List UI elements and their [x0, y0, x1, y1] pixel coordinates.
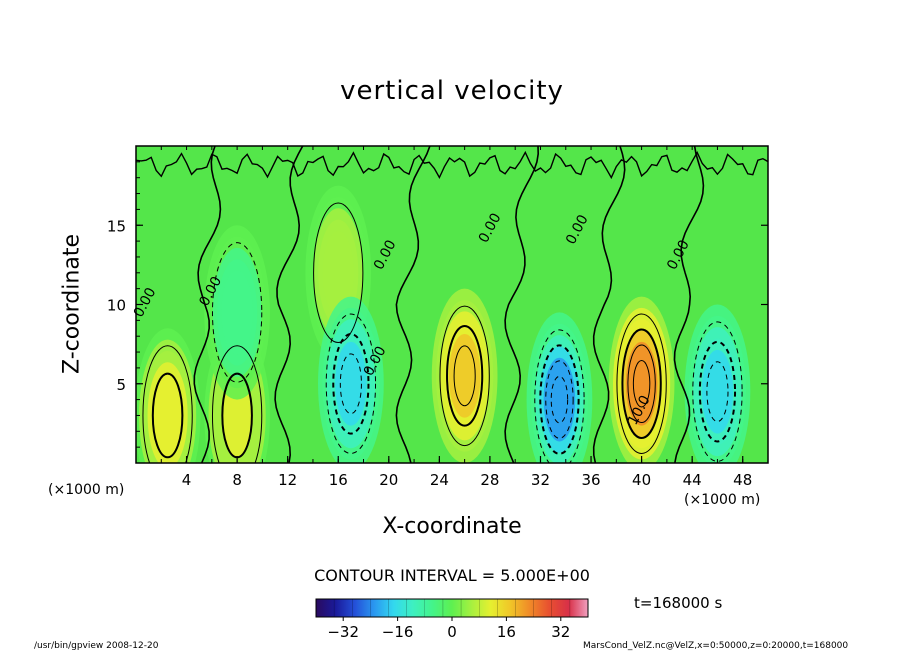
contour-interval: CONTOUR INTERVAL = 5.000E+00	[314, 566, 590, 585]
contour-ring-6-2	[545, 360, 574, 439]
x-tick-label: 44	[683, 471, 702, 489]
footer-right: MarsCond_VelZ.nc@VelZ,x=0:50000,z=0:2000…	[583, 641, 849, 651]
contour-ring-4-0	[325, 313, 377, 454]
contour-ring-7-0	[616, 313, 667, 454]
contour-ring-1-0	[211, 345, 263, 463]
contour-lines	[136, 146, 768, 463]
colorbar-tick-label: −16	[382, 623, 414, 641]
y-tick-label: 10	[107, 297, 126, 315]
velocity-cell-8	[684, 304, 751, 463]
x-axis-label: X-coordinate	[382, 514, 522, 539]
contour-ring-0-1	[151, 372, 184, 459]
velocity-field	[136, 185, 751, 463]
colorbar: −32 −16 0 16 32	[315, 598, 589, 641]
contour-ring-6-3	[550, 375, 569, 424]
time-label: t=168000 s	[634, 594, 723, 612]
velocity-cell-0-level-4	[151, 373, 184, 458]
zero-contour-2	[395, 146, 431, 463]
velocity-cell-7	[608, 296, 675, 463]
contour-ring-7-1	[621, 328, 662, 439]
x-unit-right: (×1000 m)	[684, 492, 761, 508]
zero-contour-5	[673, 146, 705, 463]
y-tick-label: 15	[107, 217, 126, 235]
x-tick-label: 36	[581, 471, 600, 489]
contour-ring-7-2	[627, 344, 656, 423]
velocity-cell-7-level-4	[625, 341, 658, 426]
x-tick-label: 20	[379, 471, 398, 489]
colorbar-bar	[315, 598, 589, 618]
top-contour	[136, 150, 768, 180]
x-tick-label: 4	[182, 471, 192, 489]
contour-ring-6-0	[534, 329, 585, 463]
velocity-cell-4	[318, 296, 384, 463]
x-tick-label: 8	[232, 471, 242, 489]
contour-ring-5-1	[446, 325, 484, 427]
contour-ring-2-0	[211, 242, 263, 383]
zero-contour-0	[193, 146, 222, 463]
x-tick-label: 28	[480, 471, 499, 489]
x-tick-label: 16	[329, 471, 348, 489]
x-tick-label: 12	[278, 471, 297, 489]
x-tick-label: 40	[632, 471, 651, 489]
zero-contour-4	[592, 146, 626, 463]
contour-ring-0-0	[142, 345, 193, 463]
colorbar-tick-label: 0	[447, 623, 457, 641]
zero-contour-1	[274, 146, 304, 463]
contour-ring-4-2	[339, 353, 362, 415]
contour-ring-6-1	[539, 344, 580, 455]
velocity-cell-2	[204, 225, 270, 400]
velocity-cell-5	[431, 288, 498, 463]
x-tick-label: 24	[430, 471, 449, 489]
contour-ring-8-1	[698, 340, 737, 443]
velocity-cell-6-level-4	[543, 357, 576, 442]
contour-ring-7-3	[632, 360, 651, 408]
colorbar-tick-label: 32	[551, 623, 570, 641]
colorbar-tick-label: −32	[327, 623, 359, 641]
contour-ring-3-0	[313, 202, 364, 344]
zero-contour-3	[504, 146, 540, 463]
y-axis: 5 10 15	[107, 161, 768, 448]
y-tick-label: 5	[116, 376, 126, 394]
chart-title: vertical velocity	[340, 76, 564, 106]
x-unit-left: (×1000 m)	[48, 482, 125, 498]
contour-ring-5-2	[453, 345, 476, 407]
contour-ring-8-2	[706, 361, 729, 423]
contour-ring-4-1	[332, 332, 370, 435]
footer-left: /usr/bin/gpview 2008-12-20	[34, 641, 159, 651]
colorbar-tick-label: 16	[497, 623, 516, 641]
contour-ring-5-0	[439, 305, 490, 447]
contour-ring-8-0	[692, 321, 743, 462]
velocity-cell-2-level-4	[221, 270, 253, 355]
velocity-cell-6	[526, 312, 593, 463]
x-axis: 4 8 12 16 20 24 28 32 36 40 44 48	[160, 146, 752, 489]
x-tick-label: 32	[531, 471, 550, 489]
velocity-cell-3-level-4	[322, 230, 355, 315]
x-tick-label: 48	[733, 471, 752, 489]
